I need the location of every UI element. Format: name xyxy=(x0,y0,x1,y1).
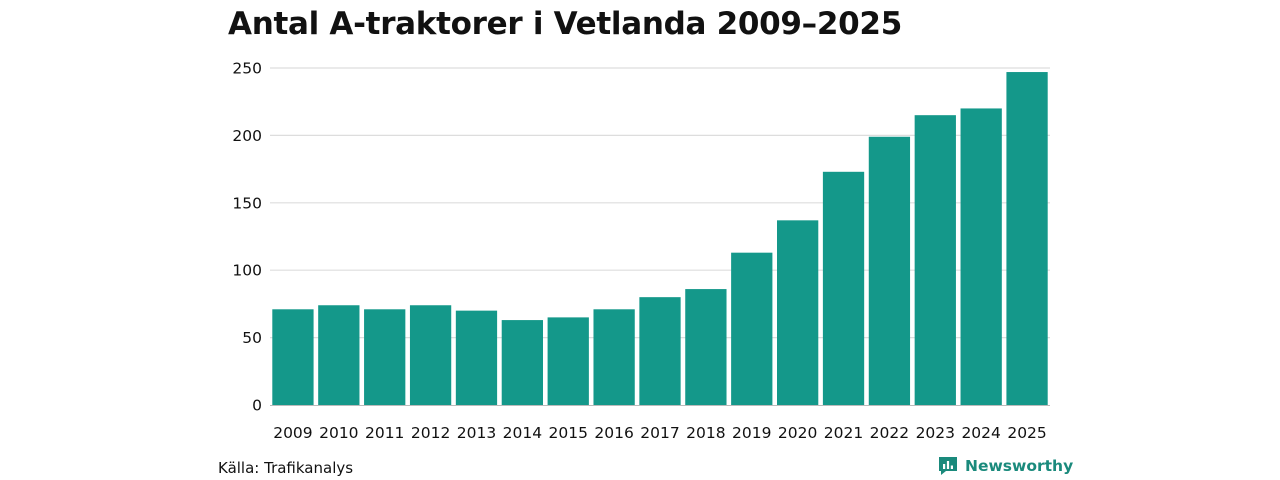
y-tick-label: 0 xyxy=(252,397,262,415)
x-axis-ticks: 2009 2010 2011 2012 2013 2014 2015 2016 2017 2018… xyxy=(273,424,1047,442)
x-tick-label: 2009 xyxy=(273,424,312,442)
y-tick-label: 200 xyxy=(232,127,262,145)
bar-2021 xyxy=(822,171,865,405)
bar-2017 xyxy=(639,297,681,405)
bar-2019 xyxy=(731,252,773,405)
chart-title: Antal A-traktorer i Vetlanda 2009–2025 xyxy=(228,6,902,42)
newsworthy-logo-icon xyxy=(939,457,957,475)
x-tick-label: 2011 xyxy=(365,424,404,442)
x-tick-label: 2024 xyxy=(961,424,1000,442)
y-axis-ticks: 0 50 100 150 200 250 xyxy=(232,60,262,415)
bar-2014 xyxy=(501,320,543,405)
x-tick-label: 2013 xyxy=(457,424,496,442)
brand-logo: Newsworthy xyxy=(938,456,1073,476)
bars xyxy=(272,72,1048,406)
bar-2012 xyxy=(409,305,452,405)
x-tick-label: 2025 xyxy=(1007,424,1046,442)
bar-2016 xyxy=(593,309,635,405)
bar-2011 xyxy=(364,309,406,405)
bar-2013 xyxy=(455,310,498,405)
x-tick-label: 2019 xyxy=(732,424,771,442)
x-tick-label: 2012 xyxy=(411,424,450,442)
x-tick-label: 2018 xyxy=(686,424,725,442)
brand-name: Newsworthy xyxy=(965,457,1074,475)
bar-2018 xyxy=(685,289,727,405)
x-tick-label: 2014 xyxy=(503,424,542,442)
bar-2020 xyxy=(777,220,819,405)
x-tick-label: 2010 xyxy=(319,424,358,442)
bar-2025 xyxy=(1006,72,1048,405)
bar-2022 xyxy=(868,136,911,406)
x-tick-label: 2015 xyxy=(549,424,588,442)
x-tick-label: 2022 xyxy=(870,424,909,442)
x-tick-label: 2020 xyxy=(778,424,817,442)
x-tick-label: 2016 xyxy=(594,424,633,442)
source-note: Källa: Trafikanalys xyxy=(218,459,354,477)
bar-2024 xyxy=(960,108,1002,405)
bar-2015 xyxy=(547,317,589,405)
x-tick-label: 2021 xyxy=(824,424,863,442)
bar-2009 xyxy=(272,309,314,405)
y-tick-label: 100 xyxy=(232,262,262,280)
bar-2023 xyxy=(914,115,956,406)
y-tick-label: 250 xyxy=(232,60,262,78)
y-tick-label: 50 xyxy=(242,329,262,347)
x-tick-label: 2017 xyxy=(640,424,679,442)
y-tick-label: 150 xyxy=(232,194,262,212)
x-tick-label: 2023 xyxy=(916,424,955,442)
bar-2010 xyxy=(318,305,360,405)
